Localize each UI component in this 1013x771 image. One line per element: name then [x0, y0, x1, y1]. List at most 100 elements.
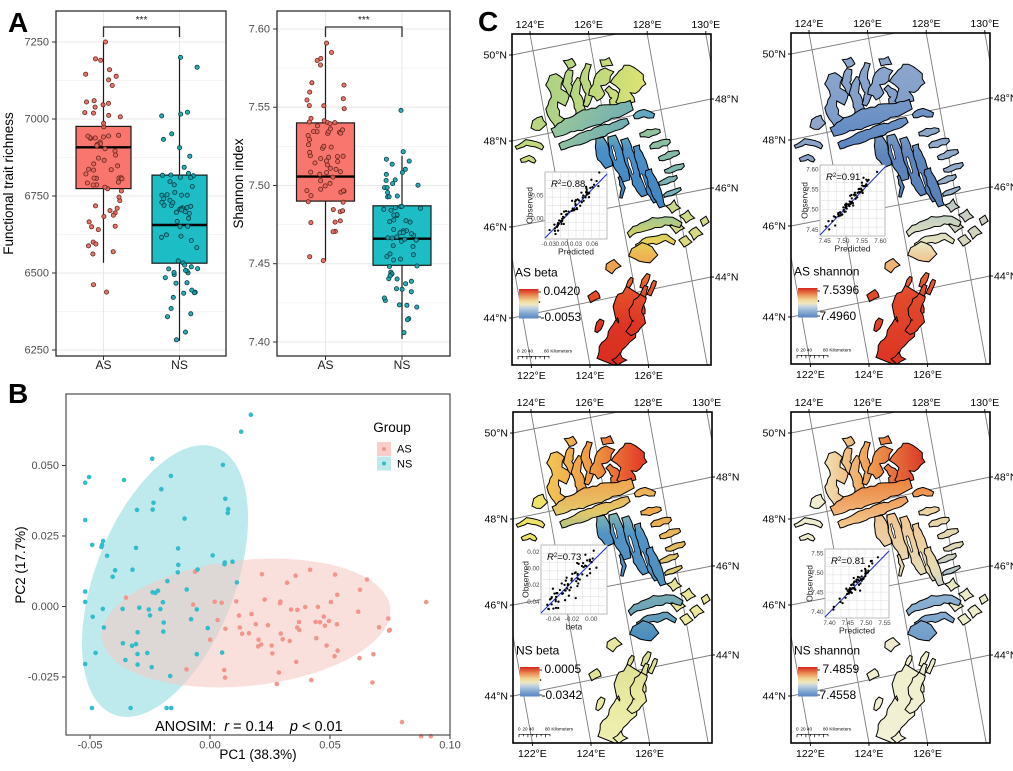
svg-text:B: B — [8, 378, 28, 409]
svg-text:46°N: 46°N — [763, 600, 786, 612]
svg-text:7.50: 7.50 — [860, 620, 873, 627]
svg-text:128°E: 128°E — [634, 397, 663, 409]
svg-text:-0.04: -0.04 — [525, 599, 540, 606]
svg-text:124°E: 124°E — [855, 748, 884, 760]
svg-text:7.4859: 7.4859 — [823, 662, 860, 676]
svg-text:126°E: 126°E — [574, 19, 603, 31]
svg-text:7250: 7250 — [25, 37, 49, 49]
svg-text:48°N: 48°N — [716, 472, 739, 484]
svg-text:AS beta: AS beta — [515, 266, 558, 280]
svg-text:7.40: 7.40 — [823, 620, 836, 627]
svg-text:7.40: 7.40 — [249, 337, 270, 349]
svg-text:0.025: 0.025 — [31, 531, 59, 543]
svg-text:124°E: 124°E — [577, 748, 606, 760]
svg-text:Observed: Observed — [521, 561, 531, 598]
svg-text:7.60: 7.60 — [249, 24, 270, 36]
svg-text:-0.02: -0.02 — [565, 616, 580, 623]
svg-text:40: 40 — [807, 727, 813, 732]
svg-text:122°E: 122°E — [796, 748, 825, 760]
svg-text:A: A — [8, 7, 28, 38]
svg-text:PC2 (17.7%): PC2 (17.7%) — [13, 526, 28, 603]
svg-text:NS: NS — [394, 358, 411, 372]
svg-text:***: *** — [358, 15, 370, 26]
svg-text:C: C — [478, 6, 498, 37]
svg-text:44°N: 44°N — [994, 650, 1013, 662]
svg-text:AS: AS — [95, 358, 111, 372]
svg-text:7.55: 7.55 — [806, 187, 819, 194]
svg-text:48°N: 48°N — [763, 135, 786, 147]
svg-text:124°E: 124°E — [517, 397, 546, 409]
svg-text:Observed: Observed — [805, 565, 815, 602]
svg-text:7.55: 7.55 — [878, 620, 891, 627]
svg-text:50°N: 50°N — [484, 50, 507, 62]
svg-text:R2=0.73: R2=0.73 — [547, 552, 581, 563]
svg-text:Group: Group — [373, 420, 411, 435]
svg-text:7.50: 7.50 — [249, 180, 270, 192]
svg-text:46°N: 46°N — [485, 600, 508, 612]
svg-text:48°N: 48°N — [715, 94, 738, 106]
svg-text:7.50: 7.50 — [811, 570, 824, 577]
svg-text:R2=0.88: R2=0.88 — [551, 179, 585, 190]
svg-text:Predicted: Predicted — [558, 247, 594, 257]
svg-text:NS shannon: NS shannon — [794, 644, 860, 658]
svg-text:50°N: 50°N — [485, 428, 508, 440]
svg-text:7.60: 7.60 — [806, 167, 819, 174]
svg-text:44°N: 44°N — [485, 691, 508, 703]
svg-text:Shannon index: Shannon index — [231, 138, 246, 228]
svg-text:NS beta: NS beta — [516, 644, 560, 658]
svg-text:122°E: 122°E — [518, 748, 547, 760]
svg-text:0.05: 0.05 — [531, 193, 544, 200]
svg-text:46°N: 46°N — [715, 183, 738, 195]
svg-text:7.45: 7.45 — [842, 620, 855, 627]
svg-text:126°E: 126°E — [634, 370, 663, 382]
svg-text:7000: 7000 — [25, 114, 49, 126]
svg-text:NS: NS — [171, 358, 188, 372]
svg-text:-0.0053: -0.0053 — [541, 310, 582, 324]
svg-text:0.00: 0.00 — [199, 740, 220, 752]
svg-text:130°E: 130°E — [691, 19, 720, 31]
svg-text:124°E: 124°E — [516, 19, 545, 31]
svg-text:ANOSIM: r = 0.14p < 0.01: ANOSIM: r = 0.14 p < 0.01 — [155, 719, 343, 735]
svg-text:80 Kilometers: 80 Kilometers — [545, 727, 574, 732]
svg-text:46°N: 46°N — [994, 561, 1013, 573]
svg-text:20: 20 — [801, 727, 807, 732]
svg-text:46°N: 46°N — [484, 222, 507, 234]
svg-text:0.05: 0.05 — [319, 740, 340, 752]
svg-text:R2=0.91: R2=0.91 — [826, 172, 860, 183]
svg-text:0.00: 0.00 — [527, 566, 540, 573]
svg-text:-0.025: -0.025 — [28, 672, 59, 684]
svg-text:44°N: 44°N — [484, 313, 507, 325]
svg-text:-0.04: -0.04 — [546, 616, 561, 623]
svg-text:40: 40 — [528, 349, 534, 354]
svg-text:124°E: 124°E — [795, 397, 824, 409]
svg-text:0.02: 0.02 — [527, 549, 540, 556]
svg-text:48°N: 48°N — [994, 93, 1013, 105]
svg-text:48°N: 48°N — [763, 514, 786, 526]
svg-text:6500: 6500 — [25, 268, 49, 280]
svg-text:7.5396: 7.5396 — [823, 283, 860, 297]
svg-text:44°N: 44°N — [763, 312, 786, 324]
svg-text:0: 0 — [796, 727, 799, 732]
svg-text:0.00: 0.00 — [556, 241, 569, 248]
svg-text:124°E: 124°E — [795, 18, 824, 30]
svg-text:48°N: 48°N — [485, 514, 508, 526]
svg-text:Functional trait richness: Functional trait richness — [1, 112, 16, 255]
svg-text:7.55: 7.55 — [811, 550, 824, 557]
svg-text:0.10: 0.10 — [439, 740, 460, 752]
svg-text:0.0420: 0.0420 — [544, 284, 581, 298]
svg-text:40: 40 — [807, 348, 813, 353]
svg-text:Observed: Observed — [525, 187, 535, 224]
svg-text:20: 20 — [801, 348, 807, 353]
svg-text:0.00: 0.00 — [531, 215, 544, 222]
svg-text:0.000: 0.000 — [31, 601, 59, 613]
svg-text:7.45: 7.45 — [249, 258, 270, 270]
svg-text:124°E: 124°E — [855, 369, 884, 381]
svg-text:122°E: 122°E — [796, 369, 825, 381]
svg-text:6750: 6750 — [25, 191, 49, 203]
svg-text:7.45: 7.45 — [818, 238, 831, 245]
svg-text:128°E: 128°E — [912, 18, 941, 30]
svg-text:44°N: 44°N — [763, 691, 786, 703]
svg-text:6250: 6250 — [25, 345, 49, 357]
svg-text:Predicted: Predicted — [839, 626, 875, 636]
svg-text:40: 40 — [529, 727, 535, 732]
